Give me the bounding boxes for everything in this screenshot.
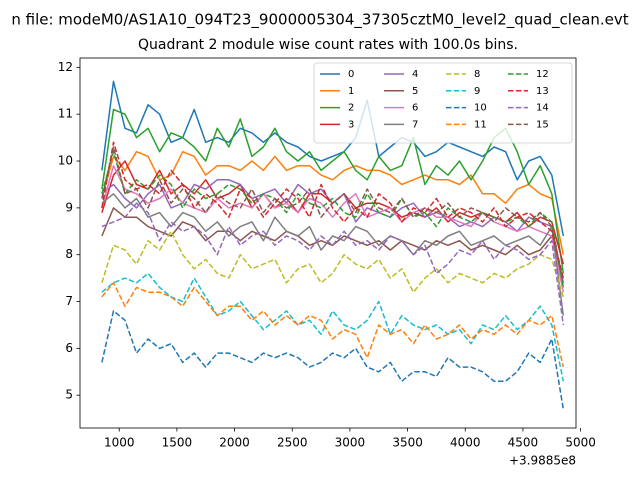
x-tick-label: 1500 [162,436,193,450]
y-tick-label: 5 [65,388,73,402]
y-tick-label: 10 [58,154,73,168]
x-offset-label: +3.9885e8 [509,454,576,468]
chart-title: Quadrant 2 module wise count rates with … [138,37,518,53]
legend-label-6: 6 [412,103,418,114]
legend-label-8: 8 [474,69,480,80]
y-tick-label: 6 [65,341,73,355]
x-tick-label: 3500 [392,436,423,450]
plot-area: 1000 1500 2000 2500 3000 3500 4000 4500 5000 +3.9… [58,57,596,468]
y-tick-label: 9 [65,200,73,214]
series-line-9 [101,272,565,382]
series-line-12 [101,150,565,288]
series-line-14 [101,202,565,326]
x-tick-label: 4000 [450,436,481,450]
series-line-10 [101,310,565,410]
figure-suptitle: n file: modeM0/AS1A10_094T23_9000005304_… [11,11,628,30]
legend-label-0: 0 [348,69,354,80]
legend-label-11: 11 [474,119,487,130]
legend-label-10: 10 [474,103,487,114]
series-line-5 [101,207,565,283]
legend-label-2: 2 [348,103,354,114]
series-line-13 [101,141,565,279]
series-line-2 [101,108,565,274]
y-tick-label: 11 [58,107,73,121]
series-line-1 [101,150,565,255]
series-line-15 [101,146,565,283]
legend-label-4: 4 [412,69,418,80]
x-tick-label: 4500 [508,436,539,450]
legend-label-14: 14 [536,103,549,114]
x-tick-label: 5000 [565,436,596,450]
series-line-11 [101,282,565,368]
x-tick-label: 2500 [277,436,308,450]
x-tick-label: 3000 [335,436,366,450]
legend-label-12: 12 [536,69,549,80]
legend-label-7: 7 [412,119,418,130]
y-tick-label: 12 [58,60,73,74]
legend-label-13: 13 [536,86,549,97]
legend-label-5: 5 [412,86,418,97]
series-group [101,80,565,410]
legend-label-15: 15 [536,119,549,130]
y-tick-label: 7 [65,294,73,308]
y-tick-label: 8 [65,247,73,261]
legend-label-9: 9 [474,86,480,97]
x-tick-label: 2000 [219,436,250,450]
legend-label-3: 3 [348,119,354,130]
legend-box [313,62,573,144]
legend-label-1: 1 [348,86,354,97]
series-line-7 [101,193,565,316]
series-line-8 [101,230,565,298]
x-tick-label: 1000 [104,436,135,450]
axes-frame [79,57,577,429]
